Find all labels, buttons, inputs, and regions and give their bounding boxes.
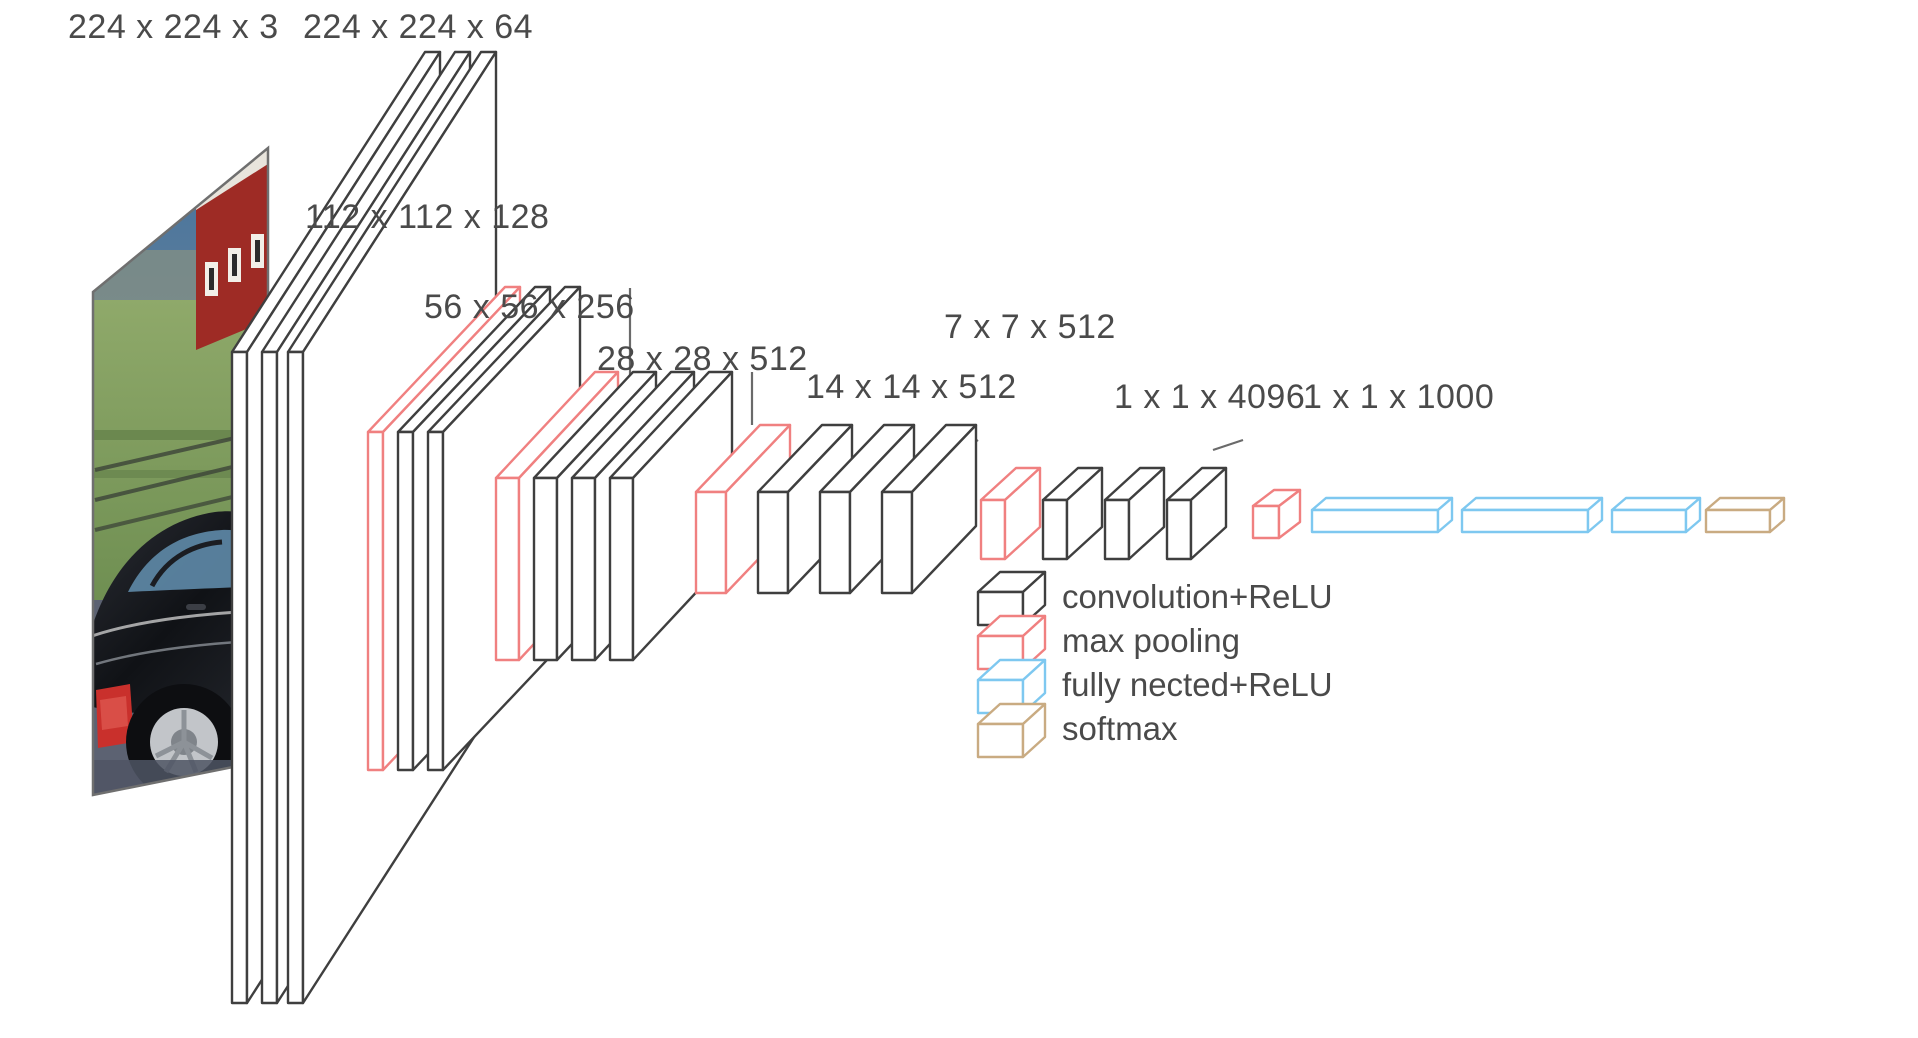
legend-cube-softmax: [976, 702, 1047, 759]
dim-label-block5: 14 x 14 x 512: [806, 368, 1017, 406]
block-56x56x256: [494, 370, 734, 662]
pool-slab: [979, 466, 1042, 561]
dim-label-block2: 112 x 112 x 128: [305, 198, 550, 236]
dim-label-input: 224 x 224 x 3: [68, 8, 279, 46]
legend-label-fully-connected: fully nected+ReLU: [1062, 666, 1333, 703]
block-28x28x512: [694, 423, 978, 595]
fc-bar-4096-a: [1310, 496, 1454, 534]
legend-label-max-pooling: max pooling: [1062, 622, 1240, 659]
softmax-bar: [1704, 496, 1786, 534]
block-14x14x512: [979, 466, 1228, 561]
dim-label-block3: 56 x 56 x 256: [424, 288, 635, 326]
legend-label-convolution-relu: convolution+ReLU: [1062, 578, 1333, 615]
pool-slab: [1251, 488, 1302, 540]
dim-label-fc1: 1 x 1 x 4096: [1114, 378, 1306, 416]
fc-bar-4096-b: [1460, 496, 1604, 534]
dim-label-block4: 28 x 28 x 512: [597, 340, 808, 378]
dim-label-block1: 224 x 224 x 64: [303, 8, 534, 46]
legend-cubes: [976, 570, 1047, 759]
block-7x7x512: [1251, 488, 1302, 540]
fc-bar-1000: [1610, 496, 1702, 534]
legend-label-softmax: softmax: [1062, 710, 1178, 747]
conv-slab: [1165, 466, 1228, 561]
dim-label-fc3: 1 x 1 x 1000: [1303, 378, 1495, 416]
conv-slab: [880, 423, 978, 595]
conv-slab: [1103, 466, 1166, 561]
fc-bars: [1310, 496, 1786, 534]
conv-slab: [1041, 466, 1104, 561]
dim-label-block6: 7 x 7 x 512: [944, 308, 1116, 346]
